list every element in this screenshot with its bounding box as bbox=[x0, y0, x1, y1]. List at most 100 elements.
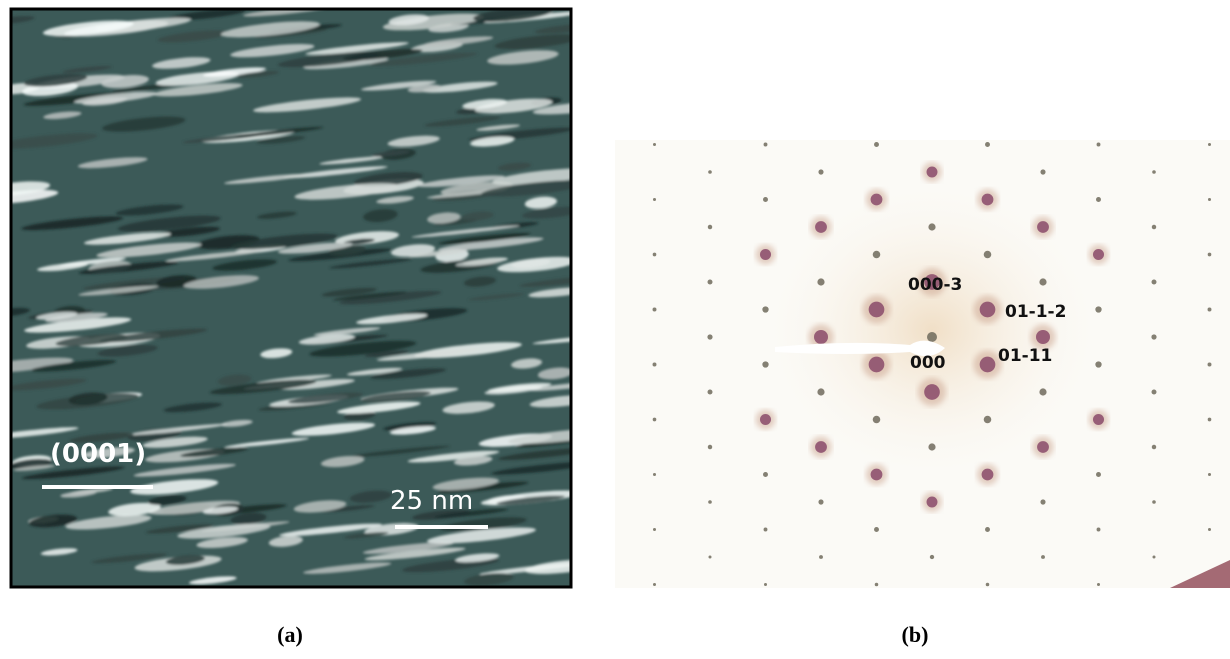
spot bbox=[708, 170, 712, 174]
spot bbox=[1151, 334, 1156, 339]
spot bbox=[818, 169, 823, 174]
spot bbox=[1093, 414, 1104, 425]
spot bbox=[1208, 528, 1211, 531]
spot bbox=[1097, 143, 1101, 147]
spot bbox=[1208, 363, 1212, 367]
panel-label: (a) bbox=[277, 622, 303, 647]
spot bbox=[598, 556, 601, 559]
tem-image: (0001) 25 nm bbox=[0, 3, 627, 587]
spot bbox=[819, 555, 823, 559]
spot bbox=[760, 414, 771, 425]
spot bbox=[653, 198, 656, 201]
spot bbox=[1040, 169, 1045, 174]
spot bbox=[598, 446, 601, 449]
spot bbox=[762, 361, 768, 367]
spot-label: 01-1-2 bbox=[1005, 302, 1066, 322]
spot bbox=[871, 469, 883, 481]
spot bbox=[1208, 418, 1212, 422]
spot bbox=[598, 391, 601, 394]
spot bbox=[598, 281, 601, 284]
spot bbox=[982, 469, 994, 481]
spot bbox=[598, 171, 601, 174]
spot bbox=[980, 302, 996, 318]
spot bbox=[653, 583, 656, 586]
spot bbox=[1037, 221, 1049, 233]
spot bbox=[708, 445, 712, 449]
spot bbox=[598, 116, 601, 119]
spot bbox=[1036, 330, 1050, 344]
spot bbox=[818, 499, 823, 504]
spot bbox=[763, 197, 768, 202]
spot bbox=[1152, 170, 1156, 174]
spot bbox=[927, 167, 938, 178]
spot bbox=[1152, 225, 1156, 229]
spot bbox=[653, 308, 657, 312]
spot bbox=[1152, 500, 1156, 504]
spot bbox=[1153, 556, 1156, 559]
spot bbox=[871, 194, 883, 206]
spot bbox=[762, 306, 768, 312]
spot bbox=[1208, 253, 1212, 257]
spot bbox=[927, 497, 938, 508]
spot bbox=[709, 556, 712, 559]
spot bbox=[874, 142, 879, 147]
spot bbox=[1095, 306, 1101, 312]
spot bbox=[1153, 116, 1156, 119]
spot bbox=[653, 528, 656, 531]
spot bbox=[874, 527, 879, 532]
spot bbox=[1208, 143, 1211, 146]
spot bbox=[1152, 445, 1156, 449]
figure: (0001) 25 nm 000-3 01-1-2 000 01-11 (a) … bbox=[0, 0, 1230, 659]
spot bbox=[653, 473, 656, 476]
spot bbox=[930, 115, 934, 119]
spot bbox=[869, 302, 885, 318]
spot bbox=[928, 223, 935, 230]
spot bbox=[653, 253, 657, 257]
spot bbox=[815, 221, 827, 233]
spot bbox=[873, 416, 881, 424]
spot bbox=[1039, 278, 1046, 285]
spot bbox=[814, 330, 828, 344]
spot-label: 01-11 bbox=[998, 346, 1052, 366]
spot bbox=[764, 528, 768, 532]
spot bbox=[984, 251, 992, 259]
spot bbox=[817, 278, 824, 285]
diffraction-pattern: 000-3 01-1-2 000 01-11 bbox=[598, 115, 1230, 588]
spot bbox=[653, 363, 657, 367]
spot bbox=[708, 390, 713, 395]
spot bbox=[819, 115, 823, 119]
spot bbox=[708, 500, 712, 504]
scale-label: 25 nm bbox=[390, 486, 473, 516]
spot bbox=[1152, 390, 1157, 395]
spot-label: 000-3 bbox=[908, 275, 962, 295]
spot-label: 000 bbox=[910, 353, 946, 373]
spot bbox=[763, 472, 768, 477]
spot bbox=[1041, 555, 1045, 559]
spot bbox=[1093, 249, 1104, 260]
spot bbox=[708, 225, 712, 229]
spot bbox=[598, 226, 601, 229]
spot bbox=[760, 249, 771, 260]
spot bbox=[1208, 198, 1211, 201]
spot bbox=[817, 388, 824, 395]
spot bbox=[985, 142, 990, 147]
spot bbox=[875, 583, 879, 587]
spot bbox=[1040, 499, 1045, 504]
spot bbox=[985, 527, 990, 532]
spot bbox=[986, 583, 990, 587]
spot bbox=[708, 280, 713, 285]
spot bbox=[764, 583, 767, 586]
spot bbox=[1039, 388, 1046, 395]
plane-label: (0001) bbox=[50, 439, 146, 469]
spot bbox=[709, 116, 712, 119]
spot bbox=[980, 357, 996, 373]
spot bbox=[1037, 441, 1049, 453]
spot bbox=[1097, 583, 1100, 586]
spot bbox=[1096, 472, 1101, 477]
spot bbox=[653, 143, 656, 146]
spot bbox=[930, 555, 934, 559]
page: (0001) 25 nm 000-3 01-1-2 000 01-11 (a) … bbox=[0, 0, 1230, 659]
spot bbox=[869, 357, 885, 373]
spot bbox=[928, 443, 935, 450]
spot bbox=[1208, 308, 1212, 312]
